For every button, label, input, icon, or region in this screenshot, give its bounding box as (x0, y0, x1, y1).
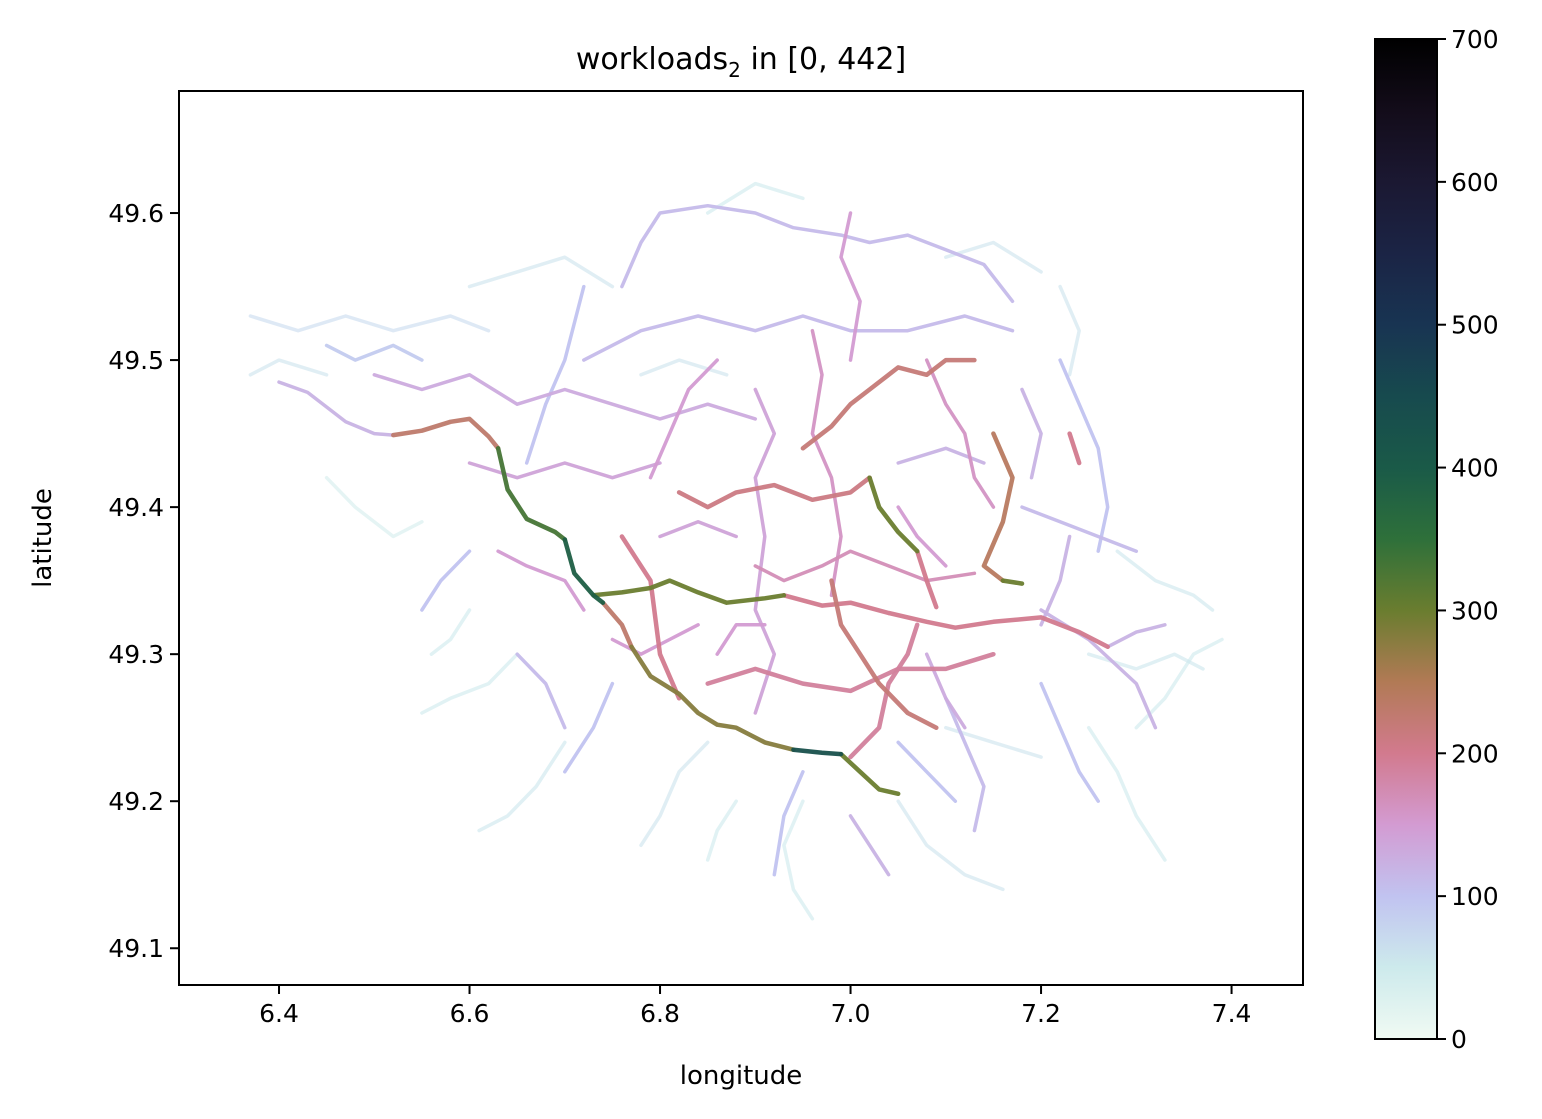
colorbar-tick-label-3: 300 (1451, 596, 1499, 625)
road-series-55 (639, 740, 710, 848)
colorbar-frame (1374, 38, 1438, 1040)
road-series-27 (896, 505, 948, 568)
road-series-54 (782, 799, 815, 921)
colorbar-tick-label-2: 200 (1451, 739, 1499, 768)
road-series-14 (914, 548, 939, 610)
road-series-20 (705, 651, 996, 694)
road-series-29 (496, 549, 586, 612)
y-axis-label: latitude (28, 488, 58, 588)
road-series-34 (620, 203, 1015, 304)
road-series-33 (582, 314, 1015, 362)
y-tick-label-5: 49.6 (108, 199, 164, 228)
road-series-58 (324, 475, 424, 539)
x-tick-label-5: 7.4 (1212, 999, 1252, 1028)
road-series-13 (867, 475, 920, 554)
colorbar-ticks: 0 100 200 300 400 500 600 700 (1437, 25, 1499, 1054)
road-series-7 (838, 751, 901, 797)
road-series-53 (896, 799, 1005, 892)
colorbar-tick-label-7: 700 (1451, 25, 1499, 54)
road-series-40 (772, 770, 805, 877)
chart-title: workloads2 in [0, 442] (576, 42, 906, 82)
road-series-22 (810, 328, 843, 598)
y-tick-label-4: 49.5 (108, 346, 164, 375)
y-axis: 49.1 49.2 49.3 49.4 49.5 49.6 (108, 199, 179, 963)
y-tick-label-3: 49.4 (108, 493, 164, 522)
road-series-17 (1000, 578, 1025, 586)
x-tick-label-4: 7.2 (1021, 999, 1061, 1028)
colorbar-tick-label-1: 100 (1451, 882, 1499, 911)
road-series-61 (467, 255, 615, 289)
road-series-69 (715, 623, 767, 656)
road-series-23 (839, 211, 862, 362)
y-tick-label-1: 49.2 (108, 787, 164, 816)
road-series-38 (1039, 681, 1100, 803)
road-series-25 (648, 358, 719, 480)
road-series-16 (981, 431, 1015, 583)
road-series-72 (515, 652, 567, 730)
x-tick-label-0: 6.4 (259, 999, 299, 1028)
road-series-43 (324, 343, 424, 362)
road-series-5 (629, 644, 796, 752)
road-series-1 (277, 380, 396, 437)
x-tick-label-3: 7.0 (831, 999, 871, 1028)
road-series-68 (658, 520, 738, 539)
road-series-30 (610, 623, 700, 656)
road-series-31 (467, 461, 662, 480)
road-series-44 (848, 814, 891, 877)
road-series-18 (1067, 431, 1082, 466)
x-tick-label-2: 6.8 (640, 999, 680, 1028)
road-series-35 (524, 284, 586, 465)
road-network-series (248, 181, 1224, 921)
road-series-59 (705, 181, 805, 215)
road-series-48 (248, 358, 329, 377)
colorbar-tick-label-4: 400 (1451, 454, 1499, 483)
road-series-65 (639, 358, 729, 377)
road-series-41 (563, 681, 615, 774)
road-series-11 (619, 534, 682, 701)
road-series-24 (753, 387, 777, 715)
y-tick-label-0: 49.1 (108, 934, 164, 963)
road-series-46 (1020, 387, 1043, 480)
road-series-57 (420, 652, 519, 715)
road-series-10 (1105, 623, 1167, 649)
road-series-36 (1058, 358, 1110, 553)
road-series-4 (600, 600, 634, 650)
x-tick-label-1: 6.6 (450, 999, 490, 1028)
road-series-0 (391, 416, 501, 451)
road-series-73 (896, 740, 958, 803)
road-series-12 (676, 475, 872, 510)
colorbar-tick-label-5: 500 (1451, 311, 1499, 340)
road-series-19 (829, 578, 939, 730)
road-series-2 (495, 446, 568, 542)
road-series-50 (1115, 549, 1215, 612)
road-series-52 (1086, 725, 1167, 862)
road-series-71 (1039, 534, 1072, 627)
road-series-39 (944, 696, 986, 833)
plot-frame (178, 90, 1304, 986)
x-axis: 6.4 6.6 6.8 7.0 7.2 7.4 (259, 985, 1251, 1028)
road-series-15 (800, 357, 977, 451)
road-series-60 (944, 240, 1043, 274)
road-series-37 (1020, 505, 1139, 553)
plot-area (179, 91, 1303, 985)
road-series-26 (924, 358, 996, 509)
road-series-42 (420, 549, 472, 612)
road-series-28 (848, 622, 920, 760)
colorbar-tick-label-0: 0 (1451, 1025, 1467, 1054)
road-series-32 (372, 373, 758, 421)
road-series-47 (248, 314, 491, 333)
road-series-49 (1058, 284, 1081, 377)
colorbar (1375, 39, 1437, 1039)
road-series-3 (562, 537, 606, 605)
colorbar-tick-label-6: 600 (1451, 168, 1499, 197)
road-series-6 (791, 747, 844, 757)
road-series-8 (591, 578, 787, 605)
y-tick-label-2: 49.3 (108, 640, 164, 669)
x-axis-label: longitude (680, 1061, 803, 1091)
road-series-66 (705, 799, 738, 862)
road-series-56 (477, 740, 567, 833)
road-series-62 (429, 608, 472, 656)
